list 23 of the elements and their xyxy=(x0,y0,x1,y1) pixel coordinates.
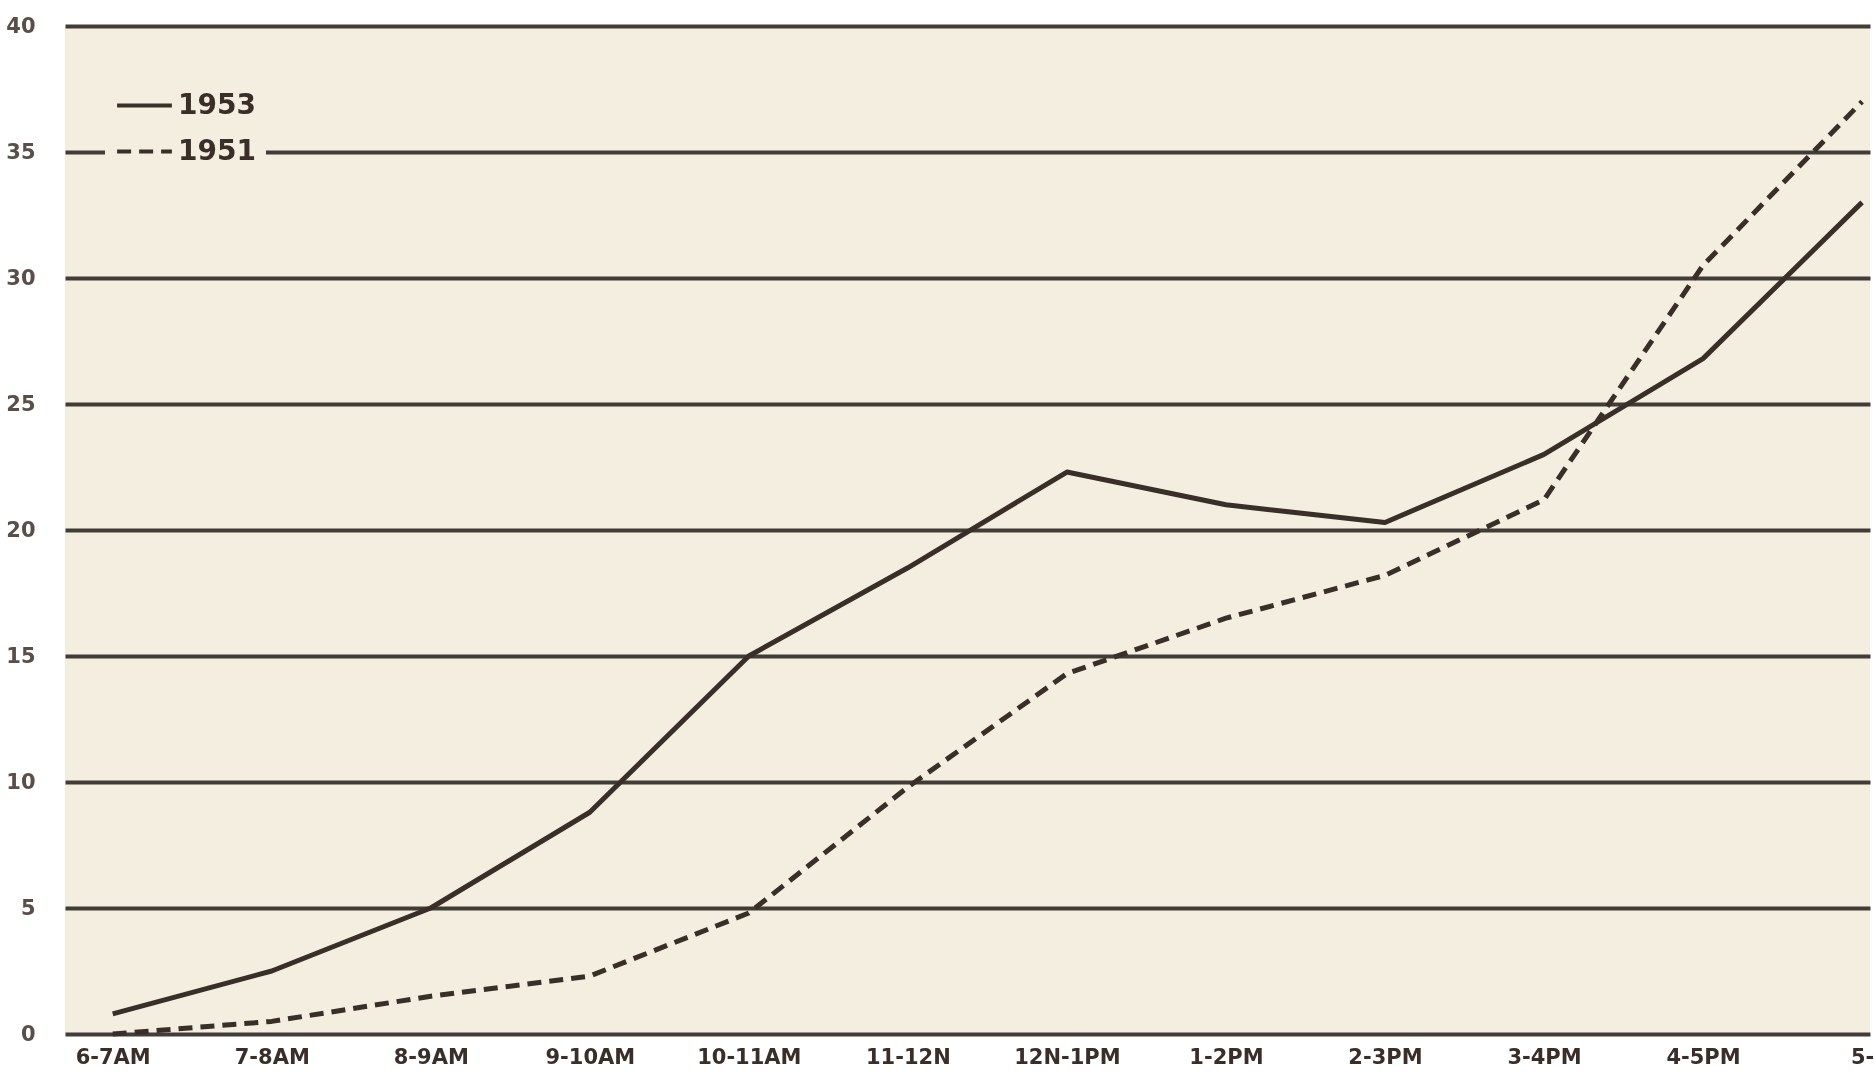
x-tick-label: 1-2PM xyxy=(1189,1044,1264,1069)
y-tick-label: 10 xyxy=(6,769,36,794)
x-tick-label: 2-3PM xyxy=(1348,1044,1423,1069)
y-tick-label: 35 xyxy=(6,139,36,164)
x-tick-label: 5- xyxy=(1850,1044,1874,1069)
x-tick-label: 4-5PM xyxy=(1666,1044,1741,1069)
y-tick-label: 5 xyxy=(20,895,36,920)
x-tick-label: 12N-1PM xyxy=(1014,1044,1121,1069)
x-tick-label: 6-7AM xyxy=(75,1044,151,1069)
x-tick-label: 3-4PM xyxy=(1507,1044,1582,1069)
y-tick-label: 20 xyxy=(6,517,36,542)
y-tick-label: 25 xyxy=(6,391,36,416)
x-tick-label: 7-8AM xyxy=(234,1044,310,1069)
x-tick-label: 11-12N xyxy=(865,1044,951,1069)
x-tick-label: 8-9AM xyxy=(393,1044,469,1069)
y-tick-label: 15 xyxy=(6,643,36,668)
y-tick-label: 30 xyxy=(6,265,36,290)
legend-label: 1953 xyxy=(178,87,256,121)
x-tick-label: 9-10AM xyxy=(545,1044,636,1069)
y-tick-label: 40 xyxy=(6,13,36,38)
legend-label: 1951 xyxy=(178,133,256,167)
x-tick-label: 10-11AM xyxy=(697,1044,802,1069)
y-tick-label: 0 xyxy=(20,1021,36,1046)
